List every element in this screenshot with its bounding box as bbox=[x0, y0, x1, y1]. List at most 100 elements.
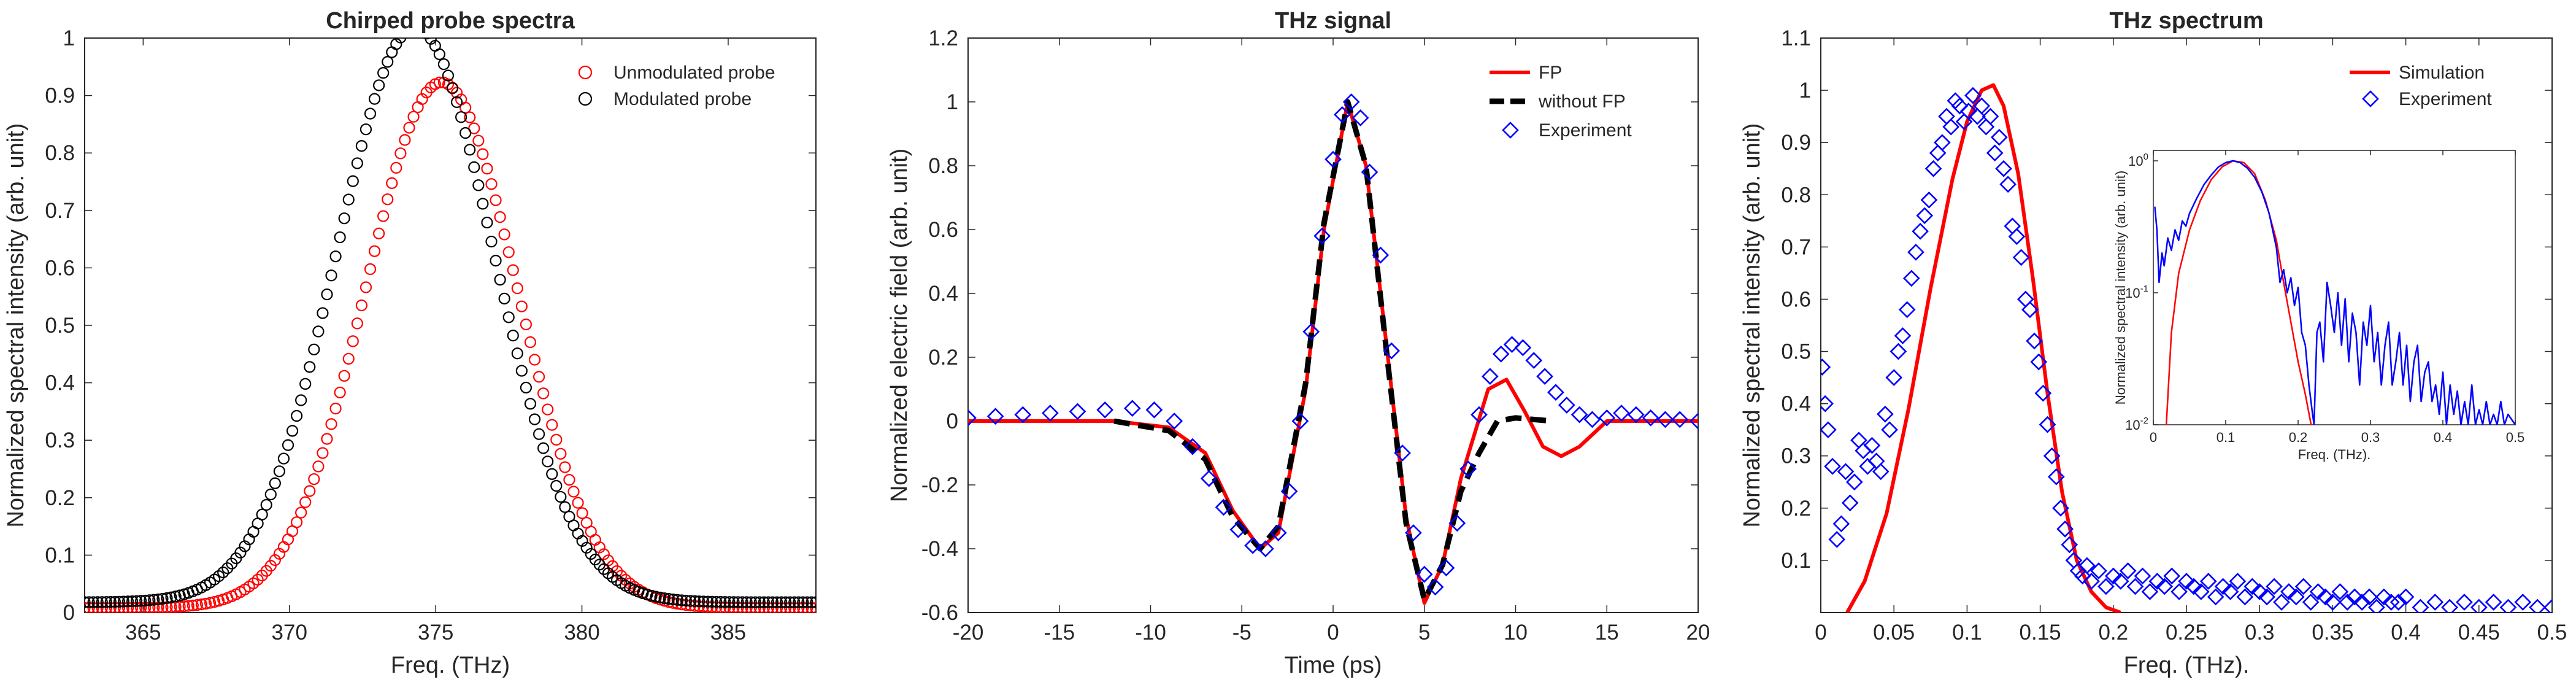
legend-label: Unmodulated probe bbox=[613, 63, 775, 83]
data-point bbox=[1613, 405, 1630, 422]
x-tick-label: 0.25 bbox=[2166, 621, 2207, 645]
legend-marker bbox=[2362, 90, 2379, 107]
x-axis-label: Freq. (THz). bbox=[2124, 652, 2250, 678]
data-point bbox=[329, 250, 342, 263]
data-point bbox=[520, 381, 533, 394]
y-tick-label: 0 bbox=[63, 601, 75, 625]
data-point bbox=[576, 507, 588, 519]
data-point bbox=[450, 96, 463, 108]
legend-label: Experiment bbox=[1539, 120, 1632, 141]
data-point bbox=[1405, 524, 1422, 541]
data-point bbox=[542, 403, 554, 416]
x-tick-label: 10 bbox=[1504, 621, 1528, 645]
data-point bbox=[2251, 583, 2269, 600]
data-point bbox=[2273, 594, 2290, 611]
data-point bbox=[2287, 588, 2305, 606]
data-point bbox=[338, 212, 350, 225]
data-point bbox=[1069, 403, 1086, 420]
data-point bbox=[485, 235, 498, 248]
data-point bbox=[2141, 583, 2159, 600]
data-point bbox=[355, 299, 368, 312]
data-point bbox=[736, 596, 748, 608]
data-point bbox=[2112, 573, 2129, 590]
data-point bbox=[2243, 578, 2261, 595]
data-point bbox=[1863, 436, 1881, 454]
data-point bbox=[788, 596, 801, 608]
data-point bbox=[650, 590, 662, 603]
data-point bbox=[533, 428, 545, 440]
data-point bbox=[407, 110, 420, 123]
data-point bbox=[256, 508, 268, 521]
data-point bbox=[2368, 598, 2385, 613]
data-point bbox=[269, 477, 281, 489]
data-point bbox=[2163, 567, 2180, 585]
data-point bbox=[1902, 269, 1920, 287]
data-point bbox=[1656, 411, 1674, 428]
data-point bbox=[1257, 540, 1274, 557]
y-tick-label: 0.7 bbox=[1781, 235, 1811, 259]
x-tick-label: 0.5 bbox=[2506, 430, 2525, 445]
data-point bbox=[1973, 97, 1991, 115]
x-tick-label: 0.15 bbox=[2020, 621, 2061, 645]
data-point bbox=[1969, 107, 1986, 125]
y-tick-label: 0.4 bbox=[1781, 392, 1811, 416]
data-point bbox=[121, 602, 134, 613]
data-point bbox=[2514, 594, 2532, 611]
data-point bbox=[1215, 498, 1232, 516]
data-point bbox=[1828, 531, 1846, 548]
data-point bbox=[321, 288, 333, 301]
data-point bbox=[2294, 578, 2312, 595]
data-point bbox=[195, 598, 208, 611]
legend: FP without FP Experiment bbox=[1490, 63, 1632, 141]
data-point bbox=[373, 227, 385, 239]
chart-title: Chirped probe spectra bbox=[326, 8, 575, 34]
x-tick-label: -5 bbox=[1232, 621, 1251, 645]
data-point bbox=[1890, 343, 1907, 360]
data-point bbox=[273, 465, 285, 478]
data-point bbox=[702, 595, 714, 608]
data-point bbox=[511, 282, 523, 295]
legend: Simulation Experiment bbox=[2350, 63, 2492, 109]
data-point bbox=[1821, 358, 1831, 376]
series-modulated-probe bbox=[85, 38, 816, 608]
data-point bbox=[403, 122, 415, 134]
data-point bbox=[502, 311, 515, 323]
data-point bbox=[161, 592, 173, 605]
data-point bbox=[1929, 144, 1947, 162]
data-point bbox=[100, 602, 112, 613]
data-point bbox=[399, 134, 411, 146]
data-point bbox=[490, 255, 502, 267]
data-point bbox=[1123, 400, 1141, 417]
data-point bbox=[359, 281, 372, 293]
plot-area bbox=[85, 38, 816, 613]
data-point bbox=[364, 263, 377, 276]
data-point bbox=[1291, 412, 1309, 430]
data-point bbox=[1166, 412, 1183, 430]
x-tick-label: 0 bbox=[2150, 430, 2157, 445]
x-tick-label: 0.05 bbox=[1873, 621, 1915, 645]
data-point bbox=[775, 596, 788, 608]
data-point bbox=[394, 38, 407, 44]
axes-box bbox=[2153, 150, 2516, 425]
data-point bbox=[1942, 118, 1960, 136]
data-point bbox=[693, 595, 706, 608]
data-point bbox=[1986, 144, 2004, 162]
data-point bbox=[2331, 583, 2349, 600]
data-point bbox=[1841, 494, 1859, 512]
data-point bbox=[524, 398, 537, 410]
series-experiment-line bbox=[2154, 160, 2515, 425]
legend: Unmodulated probe Modulated probe bbox=[578, 63, 775, 109]
data-point bbox=[2056, 521, 2074, 538]
data-point bbox=[494, 274, 506, 286]
data-point bbox=[1426, 578, 1444, 596]
data-point bbox=[308, 473, 320, 486]
data-point bbox=[658, 592, 671, 605]
data-point bbox=[386, 177, 398, 189]
data-point bbox=[169, 590, 182, 603]
x-tick-label: 375 bbox=[418, 621, 453, 645]
data-point bbox=[1514, 339, 1532, 357]
panel-thz-signal: -20 -15 -10 -5 0 5 10 15 20 -0.6 -0.4 -0.2 0 0.2 0.4 0.… bbox=[886, 8, 1710, 678]
data-point bbox=[515, 300, 528, 312]
y-tick-label: 0.7 bbox=[45, 199, 75, 223]
x-tick-label: 0.3 bbox=[2245, 621, 2275, 645]
